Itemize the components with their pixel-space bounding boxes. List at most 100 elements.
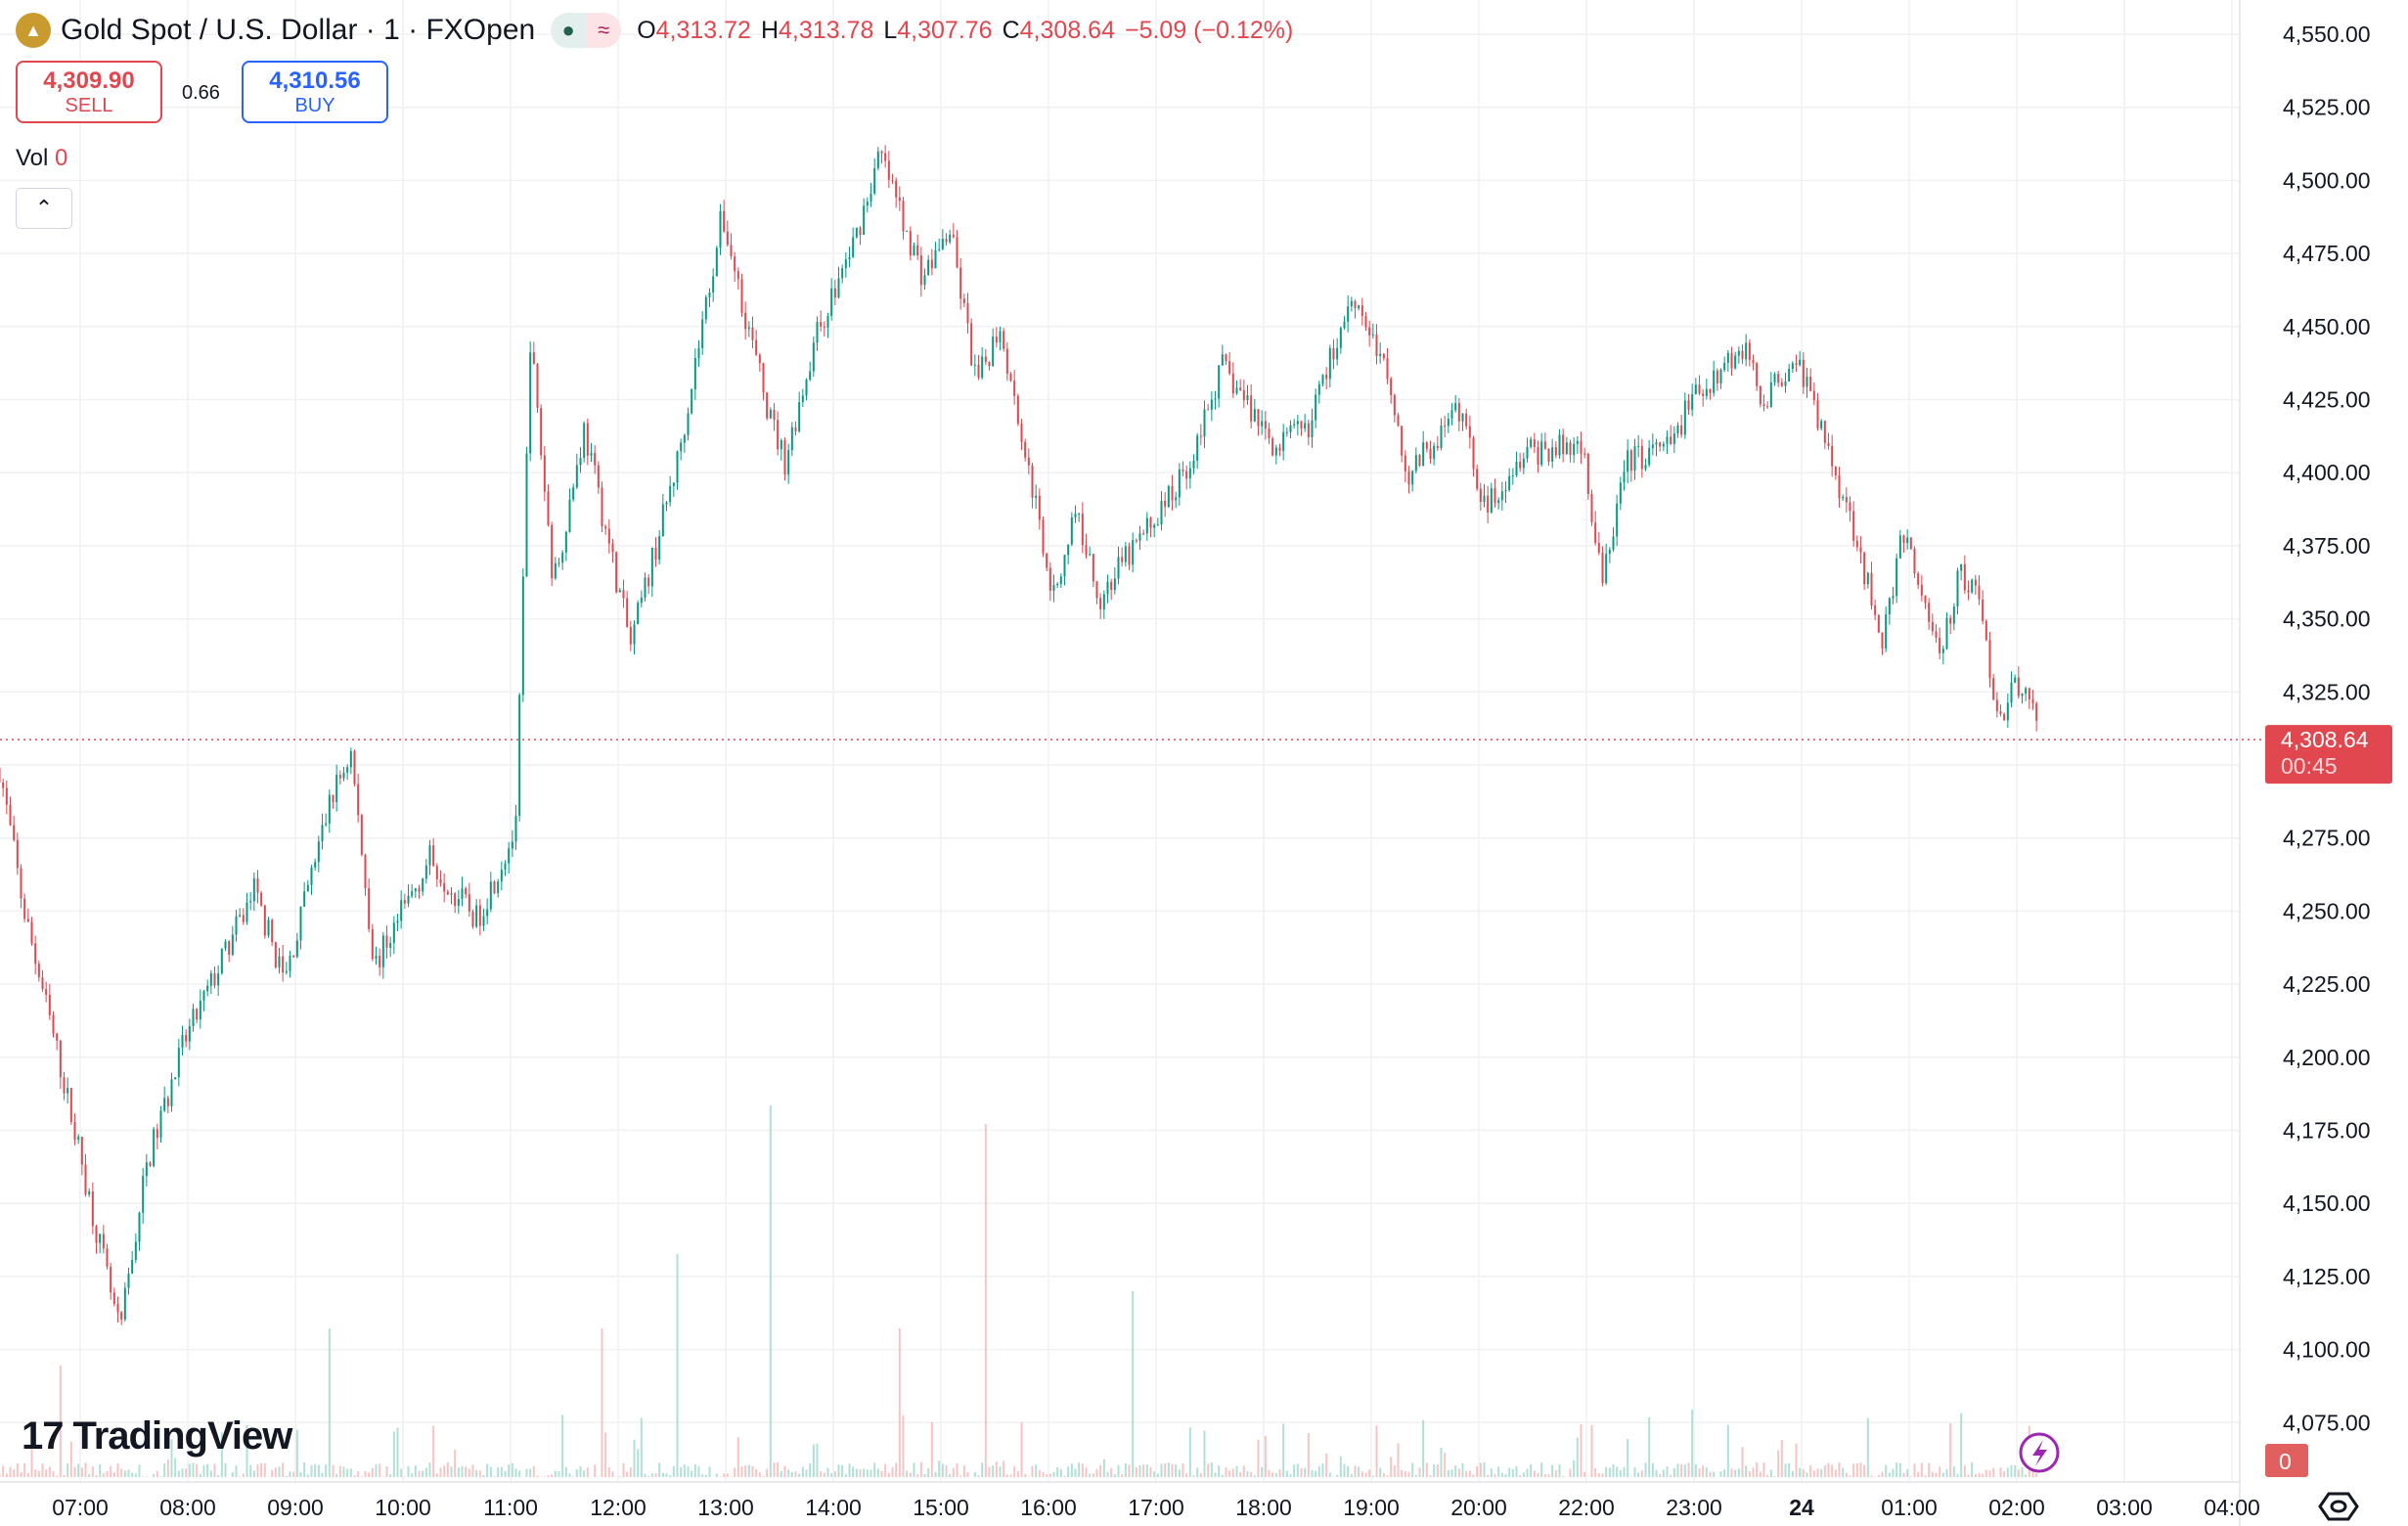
candle — [1113, 578, 1116, 591]
volume-bar — [84, 1462, 87, 1477]
volume-bar — [317, 1464, 320, 1477]
candle — [1898, 535, 1901, 559]
candle — [0, 767, 1, 783]
candle — [278, 956, 281, 968]
chart-legend: ▲ Gold Spot / U.S. Dollar · 1 · FXOpen ●… — [16, 8, 1303, 53]
volume-bar — [1791, 1470, 1794, 1477]
volume-bar — [1827, 1462, 1830, 1477]
candle — [1005, 348, 1008, 375]
volume-bar — [1035, 1464, 1038, 1477]
candle — [1271, 438, 1274, 456]
volume-bar — [2006, 1467, 2009, 1477]
volume-bar — [1411, 1462, 1414, 1477]
volume-bar — [392, 1431, 395, 1477]
volume-bar — [751, 1465, 754, 1477]
candle — [973, 364, 976, 366]
candle — [439, 878, 442, 883]
collapse-legend-button[interactable]: ⌃ — [16, 188, 72, 229]
volume-bar — [1605, 1466, 1608, 1477]
candle — [411, 891, 414, 896]
volume-bar — [486, 1463, 489, 1477]
volume-bar — [736, 1437, 739, 1477]
price-change: −5.09 (−0.12%) — [1124, 16, 1294, 44]
candle — [870, 193, 872, 202]
volume-bar — [1418, 1467, 1421, 1477]
volume-bar — [866, 1469, 869, 1477]
volume-bar — [1110, 1467, 1113, 1477]
volume-bar — [626, 1471, 629, 1477]
candle — [1629, 450, 1632, 471]
price-axis[interactable]: 4,550.00 4,525.00 4,500.00 4,475.00 4,450.00… — [2283, 22, 2371, 1435]
volume-bar — [1257, 1439, 1260, 1477]
candle — [2006, 702, 2009, 721]
candle — [777, 420, 780, 450]
volume-bar — [1533, 1470, 1536, 1477]
volume-bar — [1842, 1467, 1845, 1477]
symbol-title[interactable]: Gold Spot / U.S. Dollar · 1 · FXOpen — [61, 14, 536, 46]
volume-bar — [1537, 1472, 1539, 1477]
volume-bar — [181, 1468, 184, 1477]
candle — [1354, 300, 1357, 309]
candle — [1325, 375, 1328, 380]
time-axis[interactable]: 07:00 08:00 09:00 10:00 11:00 12:00 13:00 14:00… — [52, 1495, 2260, 1520]
candle — [432, 845, 435, 867]
candle — [564, 531, 567, 553]
buy-button[interactable]: 4,310.56 BUY — [242, 61, 388, 123]
candle — [1902, 535, 1905, 544]
volume-bar — [2025, 1474, 2028, 1477]
time-tick-label: 24 — [1789, 1495, 1814, 1520]
volume-bar — [1046, 1474, 1048, 1477]
volume-bar — [1522, 1472, 1525, 1477]
volume-bar — [1554, 1469, 1557, 1477]
candle — [615, 552, 618, 593]
lightning-icon[interactable] — [2019, 1432, 2060, 1473]
candle — [780, 440, 782, 450]
volume-bar — [1594, 1468, 1597, 1477]
time-tick-label: 14:00 — [805, 1495, 862, 1520]
settings-icon[interactable] — [2318, 1492, 2359, 1521]
candle — [188, 1025, 191, 1042]
volume-bar — [913, 1462, 915, 1477]
candle — [547, 491, 550, 525]
candle — [1619, 482, 1622, 504]
candle — [1207, 409, 1210, 411]
volume-bar — [941, 1463, 944, 1477]
candle — [1759, 385, 1761, 405]
candle — [1035, 495, 1038, 498]
volume-bar — [1855, 1462, 1858, 1477]
volume-bar — [249, 1464, 252, 1477]
volume-bar — [1648, 1416, 1651, 1477]
candle — [116, 1303, 119, 1313]
status-pill[interactable]: ● ≈ — [551, 13, 622, 48]
candle — [500, 870, 503, 882]
volume-bar — [1762, 1462, 1765, 1477]
volume-bar — [1016, 1471, 1019, 1477]
volume-bar — [1963, 1465, 1966, 1477]
candle — [1612, 536, 1615, 550]
candle — [1762, 404, 1765, 407]
volume-bar — [1558, 1464, 1561, 1477]
volume-bar — [837, 1464, 840, 1477]
volume-bar — [1009, 1474, 1012, 1477]
tradingview-logo[interactable]: 17 TradingView — [22, 1414, 292, 1458]
volume-bar — [1106, 1471, 1109, 1477]
volume-bar — [1519, 1475, 1522, 1477]
candle — [1971, 579, 1974, 593]
candle — [898, 197, 901, 202]
volume-bar — [1160, 1463, 1163, 1477]
volume-bar — [1888, 1472, 1891, 1477]
volume-bar — [1680, 1464, 1683, 1477]
candle — [1382, 353, 1385, 359]
volume-bar — [138, 1464, 141, 1477]
candle — [758, 354, 761, 364]
candle — [1917, 573, 1920, 585]
candle — [755, 339, 758, 355]
volume-bar — [654, 1473, 657, 1477]
candle — [1038, 495, 1041, 520]
candle — [622, 590, 625, 599]
volume-legend: Vol 0 — [16, 145, 68, 171]
volume-bar — [1666, 1466, 1669, 1477]
price-tick-label: 4,550.00 — [2283, 22, 2371, 47]
sell-button[interactable]: 4,309.90 SELL — [16, 61, 162, 123]
